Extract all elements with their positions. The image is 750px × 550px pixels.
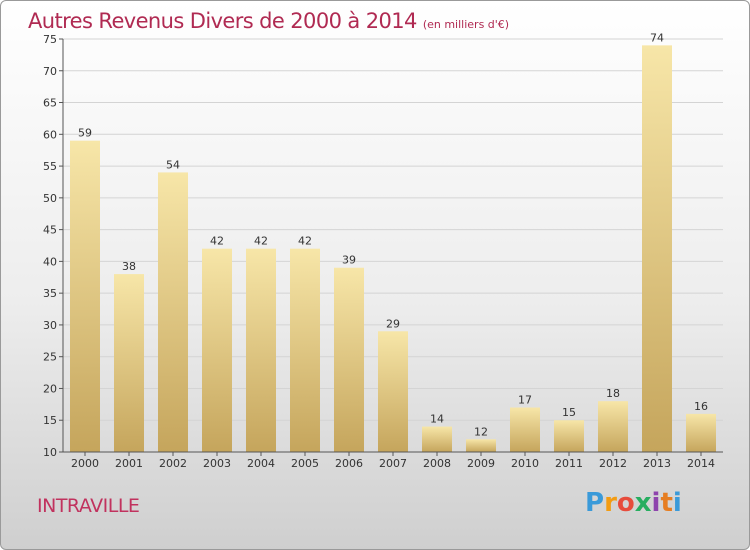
x-tick-label: 2009 — [467, 457, 495, 470]
bar — [378, 331, 408, 452]
logo-letter: i — [672, 488, 682, 518]
x-tick-label: 2001 — [115, 457, 143, 470]
proxiti-logo: Proxiti — [585, 488, 682, 518]
logo-letter: r — [604, 488, 617, 518]
location-label: INTRAVILLE — [37, 495, 140, 517]
bar — [466, 439, 496, 452]
y-tick-label: 45 — [43, 224, 57, 237]
x-tick-label: 2005 — [291, 457, 319, 470]
chart-unit: (en milliers d'€) — [422, 18, 510, 31]
bar-value-label: 17 — [518, 394, 532, 407]
x-tick-label: 2007 — [379, 457, 407, 470]
y-tick-label: 65 — [43, 97, 57, 110]
bar — [686, 413, 716, 452]
x-tick-label: 2013 — [643, 457, 671, 470]
x-tick-label: 2006 — [335, 457, 363, 470]
logo-letter: P — [585, 488, 605, 518]
bar-value-label: 38 — [122, 260, 136, 273]
x-tick-label: 2003 — [203, 457, 231, 470]
bars: 59 38 54 42 42 42 39 29 14 12 17 15 18 74 16 — [70, 31, 716, 452]
bar — [246, 248, 276, 452]
logo-letter: i — [651, 488, 661, 518]
bar-value-label: 59 — [78, 127, 92, 140]
y-tick-label: 30 — [43, 319, 57, 332]
y-tick-label: 55 — [43, 160, 57, 173]
logo-letter: x — [634, 488, 652, 518]
bar-value-label: 16 — [694, 400, 708, 413]
bar-value-label: 29 — [386, 317, 400, 330]
chart-title: Autres Revenus Divers de 2000 à 2014 (en … — [28, 9, 509, 33]
bar-value-label: 15 — [562, 406, 576, 419]
bar — [642, 45, 672, 452]
y-tick-label: 25 — [43, 351, 57, 364]
bar — [290, 248, 320, 452]
x-tick-label: 2014 — [687, 457, 715, 470]
bar — [334, 267, 364, 452]
bar — [202, 248, 232, 452]
bar — [510, 407, 540, 452]
x-tick-label: 2000 — [71, 457, 99, 470]
bar-value-label: 14 — [430, 413, 444, 426]
x-tick-label: 2010 — [511, 457, 539, 470]
bar — [598, 401, 628, 452]
bar-value-label: 39 — [342, 254, 356, 267]
x-tick-label: 2002 — [159, 457, 187, 470]
x-tick-label: 2004 — [247, 457, 275, 470]
bar-value-label: 74 — [650, 31, 664, 44]
bar-value-label: 18 — [606, 387, 620, 400]
bar — [554, 420, 584, 452]
logo-letter: o — [616, 488, 635, 518]
bar — [158, 172, 188, 452]
bar-value-label: 42 — [210, 235, 224, 248]
bar-value-label: 12 — [474, 425, 488, 438]
y-tick-label: 75 — [43, 33, 57, 46]
bar — [114, 274, 144, 452]
y-tick-label: 15 — [43, 414, 57, 427]
chart-title-text: Autres Revenus Divers de 2000 à 2014 — [28, 9, 417, 33]
bar-value-label: 42 — [298, 235, 312, 248]
x-tick-label: 2011 — [555, 457, 583, 470]
axes: 10 15 20 25 30 35 40 45 50 55 60 65 70 75 2000 2001 2002… — [43, 33, 723, 470]
bar — [422, 426, 452, 452]
y-tick-label: 10 — [43, 446, 57, 459]
y-tick-label: 60 — [43, 128, 57, 141]
x-tick-label: 2008 — [423, 457, 451, 470]
y-tick-label: 40 — [43, 255, 57, 268]
x-tick-label: 2012 — [599, 457, 627, 470]
bar-value-label: 54 — [166, 158, 180, 171]
y-tick-label: 20 — [43, 382, 57, 395]
y-tick-label: 50 — [43, 192, 57, 205]
logo-letter: t — [660, 488, 673, 518]
bar — [70, 140, 100, 452]
bar-value-label: 42 — [254, 235, 268, 248]
y-tick-label: 70 — [43, 65, 57, 78]
y-tick-label: 35 — [43, 287, 57, 300]
